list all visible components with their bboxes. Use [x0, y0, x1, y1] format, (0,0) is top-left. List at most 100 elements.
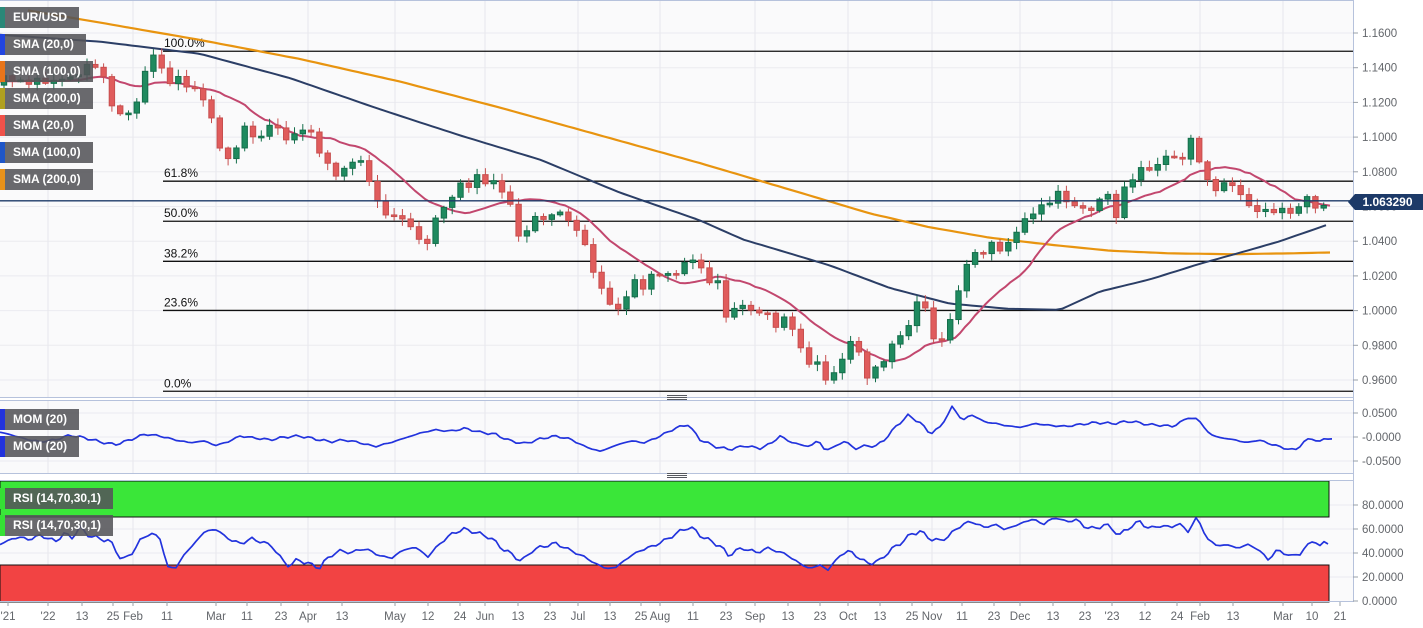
axis-label: 23: [1079, 611, 1092, 623]
candle: [872, 366, 879, 379]
axis-label: 25: [906, 611, 919, 623]
legend-accent-bar: [0, 142, 5, 163]
candle: [349, 161, 356, 169]
price-legend-item-4[interactable]: SMA (20,0): [0, 115, 86, 136]
candle: [183, 75, 190, 88]
candle: [291, 133, 298, 141]
axis-label: 1.0800: [1362, 167, 1397, 179]
candle: [299, 129, 307, 135]
candle: [631, 279, 638, 298]
indicator-line: [0, 516, 1329, 572]
axis-label: 0.9600: [1362, 375, 1397, 387]
legend-accent-bar: [0, 409, 5, 430]
candle: [1046, 202, 1053, 206]
candle: [1137, 167, 1145, 181]
price-legend-item-1[interactable]: SMA (20,0): [0, 34, 86, 55]
legend-label: SMA (20,0): [13, 118, 74, 132]
candle: [731, 307, 738, 318]
axis-label: Mar: [1273, 611, 1293, 623]
candle: [258, 135, 265, 139]
legend-label: SMA (200,0): [13, 91, 81, 105]
candle: [332, 162, 340, 177]
candle: [781, 316, 788, 328]
axis-label: 0.0%: [164, 376, 192, 390]
axis-label: 13: [874, 611, 887, 623]
legend-accent-bar: [0, 436, 5, 457]
candle: [1171, 155, 1178, 159]
price-legend-item-0[interactable]: EUR/USD: [0, 7, 80, 28]
candle: [772, 312, 780, 328]
axis-label: 21: [1334, 611, 1347, 623]
candle: [307, 129, 315, 133]
candle: [374, 180, 381, 202]
mom-legend-item-0[interactable]: MOM (20): [0, 409, 79, 430]
rsi-oversold-band: [0, 564, 1330, 603]
panel-resize-handle-rsi[interactable]: [667, 473, 687, 480]
candle: [108, 76, 116, 107]
legend-accent-bar: [0, 7, 5, 28]
candle: [117, 105, 124, 115]
candle: [440, 206, 448, 219]
candle: [565, 211, 572, 221]
axis-label: Sep: [745, 611, 765, 623]
candle: [1096, 198, 1103, 212]
candle: [648, 273, 655, 290]
axis-label: 23: [275, 611, 288, 623]
rsi-legend-item-0[interactable]: RSI (14,70,30,1): [0, 488, 114, 509]
axis-label: 10: [1306, 611, 1319, 623]
legend-label: SMA (100,0): [13, 145, 81, 159]
axis-label: 1.1400: [1362, 63, 1397, 75]
price-legend-item-2[interactable]: SMA (100,0): [0, 61, 93, 82]
candle: [133, 101, 141, 114]
candle: [316, 131, 323, 154]
candle: [1113, 193, 1120, 219]
candle: [457, 182, 464, 198]
candle: [814, 361, 821, 365]
axis-label: Apr: [299, 611, 317, 623]
candle: [963, 263, 970, 292]
candle: [1054, 190, 1062, 204]
candle: [1204, 161, 1211, 180]
candle: [490, 180, 497, 185]
axis-label: '23: [1105, 611, 1120, 623]
price-panel-legend: EUR/USD SMA (20,0) SMA (100,0) SMA (200,0) S…: [0, 7, 93, 190]
axis-label: Feb: [1190, 611, 1210, 623]
candle: [598, 271, 605, 289]
axis-label: Mar: [206, 611, 226, 623]
overlay-line: [27, 9, 1331, 256]
candle: [855, 340, 863, 353]
candle: [822, 361, 829, 381]
candle: [166, 67, 174, 85]
legend-accent-bar: [0, 169, 5, 190]
candle: [266, 124, 273, 137]
candle: [556, 211, 564, 216]
legend-accent-bar: [0, 515, 5, 536]
candle: [722, 280, 730, 318]
candle: [241, 125, 248, 149]
axis-label: 23: [544, 611, 557, 623]
legend-accent-bar: [0, 61, 5, 82]
candle: [573, 219, 580, 231]
candle: [200, 88, 207, 101]
candle: [880, 361, 887, 368]
candle: [1129, 179, 1136, 188]
candle: [1196, 137, 1203, 163]
candle: [714, 280, 721, 284]
panel-resize-handle-mom[interactable]: [667, 395, 687, 402]
price-legend-item-3[interactable]: SMA (200,0): [0, 88, 93, 109]
price-legend-item-5[interactable]: SMA (100,0): [0, 142, 93, 163]
candle: [698, 259, 705, 269]
candle: [366, 160, 373, 182]
rsi-legend-item-1[interactable]: RSI (14,70,30,1): [0, 515, 114, 536]
axis-label: 11: [161, 611, 173, 623]
candle: [1021, 218, 1029, 233]
axis-label: 13: [782, 611, 795, 623]
mom-legend-item-1[interactable]: MOM (20): [0, 436, 79, 457]
candle: [1212, 178, 1219, 192]
legend-label: SMA (200,0): [13, 172, 81, 186]
candle: [158, 54, 165, 69]
candle: [415, 226, 423, 240]
price-legend-item-6[interactable]: SMA (200,0): [0, 169, 93, 190]
axis-label: 12: [1139, 611, 1152, 623]
